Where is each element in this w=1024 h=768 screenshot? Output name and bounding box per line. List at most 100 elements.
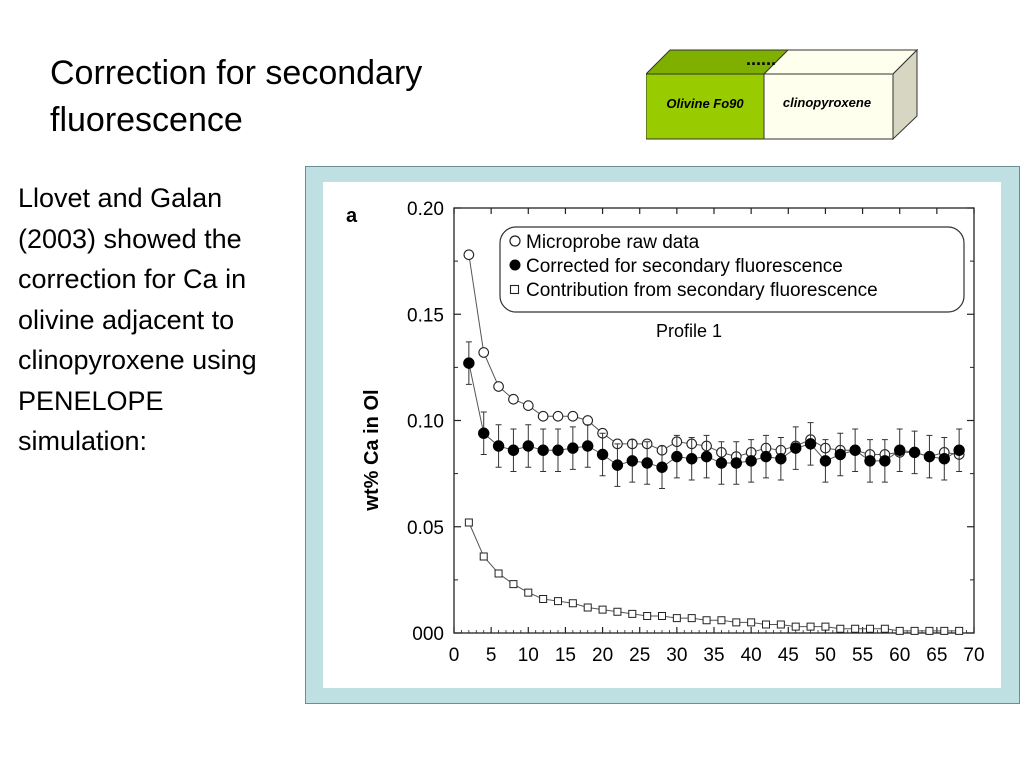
- data-point-contribution: [791, 622, 800, 631]
- y-tick-label: 000: [412, 624, 444, 645]
- x-tick-label: 50: [815, 645, 836, 666]
- data-point-contribution: [747, 618, 756, 627]
- data-point-corrected: [864, 455, 876, 467]
- olivine-label: Olivine Fo90: [666, 96, 744, 111]
- data-point-corrected: [908, 446, 921, 459]
- data-point-contribution: [568, 599, 577, 608]
- cpx-top-face: [762, 49, 918, 75]
- y-axis-label: wt% Ca in Ol: [361, 389, 383, 511]
- y-tick-label: 0.15: [407, 305, 444, 326]
- olivine-cpx-diagram: ...... Olivine Fo90 clinopyroxene: [646, 48, 918, 140]
- data-point-corrected: [700, 450, 713, 463]
- data-point-contribution: [821, 622, 830, 631]
- data-point-raw: [582, 415, 594, 426]
- data-point-corrected: [492, 440, 505, 452]
- chart-panel: 0 5 10 15 20 25 30 35 40 45 50 55 60 65 70 000 0.05 0.10 0…: [323, 182, 1001, 688]
- data-point-contribution: [687, 614, 696, 623]
- data-point-corrected: [775, 453, 787, 465]
- series-line-contribution: [468, 522, 960, 632]
- data-point-contribution: [479, 552, 488, 561]
- data-point-contribution: [910, 626, 919, 635]
- data-point-corrected: [715, 457, 728, 469]
- x-tick-label: 40: [741, 645, 762, 666]
- data-point-contribution: [762, 620, 770, 629]
- x-tick-label: 25: [629, 645, 650, 666]
- x-tick-label: 35: [703, 645, 724, 666]
- data-point-raw: [478, 347, 490, 358]
- panel-label: a: [346, 205, 358, 227]
- data-point-corrected: [938, 453, 950, 465]
- data-point-contribution: [806, 622, 815, 631]
- legend-marker-raw: [509, 235, 521, 247]
- data-point-contribution: [866, 624, 874, 633]
- data-point-contribution: [955, 626, 964, 635]
- data-point-raw: [552, 410, 564, 422]
- data-point-corrected: [567, 442, 579, 454]
- data-point-contribution: [509, 580, 518, 589]
- data-point-corrected: [804, 438, 817, 450]
- data-point-raw: [522, 400, 534, 411]
- y-tick-label: 0.10: [407, 412, 444, 433]
- data-point-contribution: [880, 624, 889, 633]
- cpx-front-face: [763, 73, 894, 140]
- data-point-raw: [567, 410, 579, 422]
- data-point-corrected: [849, 444, 861, 456]
- data-point-corrected: [819, 455, 832, 467]
- x-tick-label: 65: [926, 645, 947, 666]
- ca-profile-chart: 0 5 10 15 20 25 30 35 40 45 50 55 60 65 70 000 0.05 0.10 0…: [346, 199, 985, 666]
- data-point-corrected: [552, 444, 564, 456]
- data-point-contribution: [672, 614, 681, 623]
- data-point-contribution: [702, 616, 711, 625]
- data-point-contribution: [851, 624, 860, 633]
- diagram-dots: ......: [746, 49, 776, 69]
- data-point-raw: [508, 393, 519, 405]
- data-point-raw: [463, 249, 475, 261]
- x-tick-label: 5: [486, 645, 497, 666]
- x-tick-label: 55: [852, 645, 873, 666]
- data-point-corrected: [834, 448, 846, 461]
- x-tick-label: 60: [889, 645, 910, 666]
- data-point-corrected: [582, 440, 594, 452]
- data-point-contribution: [628, 609, 637, 618]
- data-point-raw: [537, 410, 549, 422]
- data-point-contribution: [925, 626, 934, 635]
- legend-label-corrected: Corrected for secondary fluorescence: [526, 256, 843, 277]
- y-tick-label: 0.05: [407, 518, 444, 539]
- data-point-corrected: [953, 444, 965, 456]
- data-point-corrected: [760, 450, 772, 463]
- data-point-corrected: [596, 448, 609, 461]
- legend-marker-contribution: [509, 284, 520, 295]
- data-point-contribution: [539, 595, 548, 603]
- series-line-raw: [468, 254, 960, 458]
- legend-label-raw: Microprobe raw data: [526, 232, 700, 253]
- data-point-contribution: [613, 607, 622, 616]
- data-point-corrected: [745, 455, 757, 467]
- x-tick-label: 20: [592, 645, 613, 666]
- slide-title: Correction for secondary fluorescence: [50, 54, 423, 139]
- x-tick-label: 30: [666, 645, 687, 666]
- data-point-corrected: [611, 459, 624, 471]
- chart-frame: 0 5 10 15 20 25 30 35 40 45 50 55 60 65 70 000 0.05 0.10 0…: [305, 166, 1020, 704]
- x-tick-label: 15: [555, 645, 576, 666]
- data-point-corrected: [507, 444, 520, 456]
- data-point-corrected: [879, 455, 891, 467]
- data-point-corrected: [522, 440, 534, 452]
- x-tick-label: 45: [778, 645, 799, 666]
- data-point-corrected: [537, 444, 549, 456]
- data-point-corrected: [478, 427, 490, 439]
- data-point-contribution: [494, 569, 503, 578]
- data-point-corrected: [730, 457, 742, 469]
- y-tick-label: 0.20: [407, 199, 444, 220]
- data-point-contribution: [658, 612, 666, 620]
- data-point-corrected: [656, 461, 668, 473]
- olivine-front-face: [646, 73, 765, 140]
- legend-marker-corrected: [509, 259, 521, 271]
- data-point-corrected: [463, 357, 475, 369]
- x-tick-label: 10: [518, 645, 539, 666]
- data-point-contribution: [583, 603, 592, 612]
- x-tick-label: 0: [449, 645, 460, 666]
- data-point-contribution: [732, 618, 741, 627]
- data-point-contribution: [554, 597, 562, 606]
- data-point-corrected: [626, 455, 638, 467]
- data-point-corrected: [641, 457, 653, 469]
